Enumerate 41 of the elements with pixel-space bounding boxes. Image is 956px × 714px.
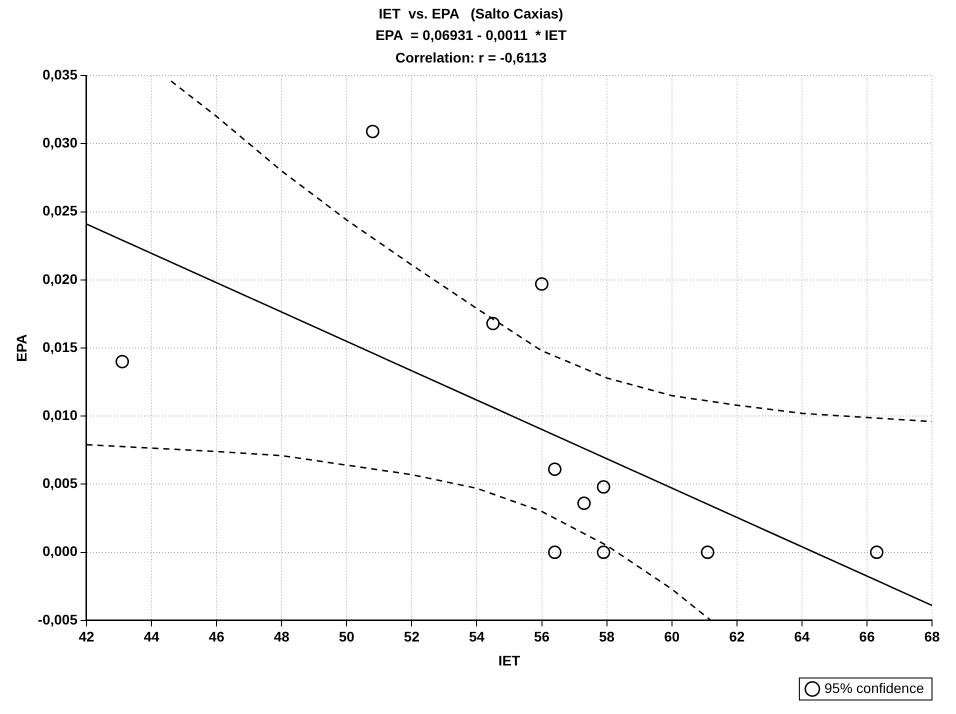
x-tick-label: 46 <box>208 628 225 645</box>
x-tick-label: 54 <box>468 628 485 645</box>
point <box>577 496 591 510</box>
point <box>486 316 500 330</box>
x-tick-label: 58 <box>599 628 615 645</box>
x-tick-label: 56 <box>534 628 550 645</box>
x-tick-label: 44 <box>144 628 160 645</box>
x-tick-label: 52 <box>404 628 420 645</box>
x-axis-title: IET <box>498 652 521 668</box>
y-tick-label: 0,020 <box>42 270 78 287</box>
point <box>116 354 130 368</box>
y-tick-label: 0,015 <box>42 338 78 355</box>
x-tick-label: 68 <box>924 628 940 645</box>
x-tick-label: 42 <box>78 628 94 645</box>
y-tick-label: 0,000 <box>42 543 78 560</box>
point <box>700 546 714 560</box>
x-tick-label: 62 <box>729 628 745 645</box>
point <box>596 480 610 494</box>
x-tick-label: 50 <box>338 628 355 645</box>
x-tick-label: 66 <box>859 628 875 645</box>
y-tick-label: 0,025 <box>42 202 78 219</box>
x-tick-label: 48 <box>274 628 290 645</box>
y-axis-title: EPA <box>13 334 30 362</box>
point <box>535 277 549 291</box>
x-tick-label: 64 <box>794 628 810 645</box>
point <box>870 546 884 560</box>
text: Correlation: r = -0,6113 <box>395 49 547 66</box>
point <box>366 124 380 138</box>
point <box>548 546 562 560</box>
point <box>596 546 610 560</box>
point <box>548 462 562 476</box>
legend-label: 95% confidence <box>824 680 924 696</box>
y-tick-label: 0,010 <box>42 406 78 423</box>
y-tick-label: 0,035 <box>42 66 78 82</box>
x-tick-label: 60 <box>664 628 680 645</box>
y-tick-label: -0,005 <box>38 611 78 628</box>
chart-title: IET vs. EPA (Salto Caxias) <box>378 5 564 22</box>
y-tick-label: 0,005 <box>42 475 78 492</box>
chart-subtitle: EPA = 0,06931 - 0,0011 * IET <box>375 26 567 43</box>
line-series <box>170 80 932 422</box>
y-tick-label: 0,030 <box>42 134 78 151</box>
